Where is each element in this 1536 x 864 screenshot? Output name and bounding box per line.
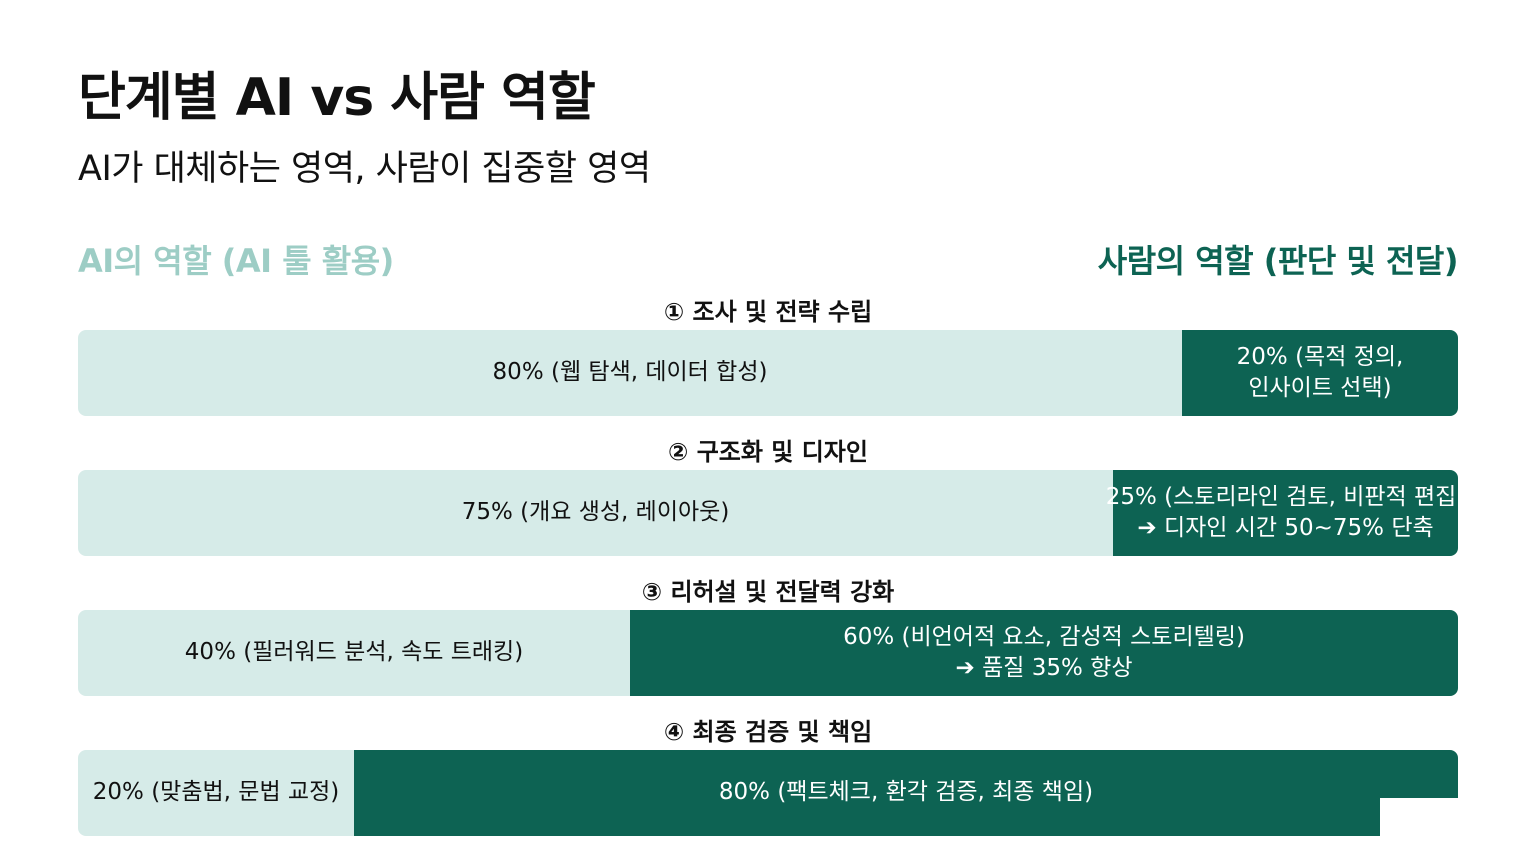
- human-segment-3: 60% (비언어적 요소, 감성적 스토리텔링) ➔ 품질 35% 향상: [630, 610, 1458, 696]
- stage-bar-1: 80% (웹 탐색, 데이터 합성) 20% (목적 정의, 인사이트 선택): [78, 330, 1458, 416]
- legend-ai-role: AI의 역할 (AI 툴 활용): [78, 242, 394, 280]
- ai-segment-3: 40% (필러워드 분석, 속도 트래킹): [78, 610, 630, 696]
- ai-segment-label-3: 40% (필러워드 분석, 속도 트래킹): [184, 639, 524, 666]
- ai-segment-label-2: 75% (개요 생성, 레이아웃): [461, 499, 730, 526]
- ai-segment-4: 20% (맞춤법, 문법 교정): [78, 750, 354, 836]
- corner-patch: [1380, 798, 1536, 864]
- human-segment-4: 80% (팩트체크, 환각 검증, 최종 책임): [354, 750, 1458, 836]
- stage-label-1: ① 조사 및 전략 수립: [663, 298, 873, 326]
- stage-label-2: ② 구조화 및 디자인: [668, 438, 868, 466]
- stage-label-4: ④ 최종 검증 및 책임: [663, 718, 873, 746]
- page-subtitle: AI가 대체하는 영역, 사람이 집중할 영역: [78, 149, 651, 189]
- human-segment-label-1: 20% (목적 정의, 인사이트 선택): [1236, 343, 1404, 401]
- legend-human-role: 사람의 역할 (판단 및 전달): [1097, 242, 1459, 280]
- stage-bar-4: 20% (맞춤법, 문법 교정) 80% (팩트체크, 환각 검증, 최종 책임): [78, 750, 1458, 836]
- ai-segment-2: 75% (개요 생성, 레이아웃): [78, 470, 1113, 556]
- stage-bar-3: 40% (필러워드 분석, 속도 트래킹) 60% (비언어적 요소, 감성적 스…: [78, 610, 1458, 696]
- ai-segment-1: 80% (웹 탐색, 데이터 합성): [78, 330, 1182, 416]
- human-segment-2: 25% (스토리라인 검토, 비판적 편집) ➔ 디자인 시간 50~75% 단축: [1106, 470, 1458, 556]
- ai-segment-label-4: 20% (맞춤법, 문법 교정): [92, 779, 340, 806]
- page-title: 단계별 AI vs 사람 역할: [78, 68, 596, 128]
- human-segment-label-2: 25% (스토리라인 검토, 비판적 편집) ➔ 디자인 시간 50~75% 단축: [1105, 483, 1458, 541]
- human-segment-label-4: 80% (팩트체크, 환각 검증, 최종 책임): [718, 779, 1094, 806]
- ai-segment-label-1: 80% (웹 탐색, 데이터 합성): [492, 359, 768, 386]
- human-segment-1: 20% (목적 정의, 인사이트 선택): [1182, 330, 1458, 416]
- stage-bar-2: 75% (개요 생성, 레이아웃) 25% (스토리라인 검토, 비판적 편집) ➔…: [78, 470, 1458, 556]
- stage-label-3: ③ 리허설 및 전달력 강화: [641, 578, 895, 606]
- human-segment-label-3: 60% (비언어적 요소, 감성적 스토리텔링) ➔ 품질 35% 향상: [843, 623, 1245, 681]
